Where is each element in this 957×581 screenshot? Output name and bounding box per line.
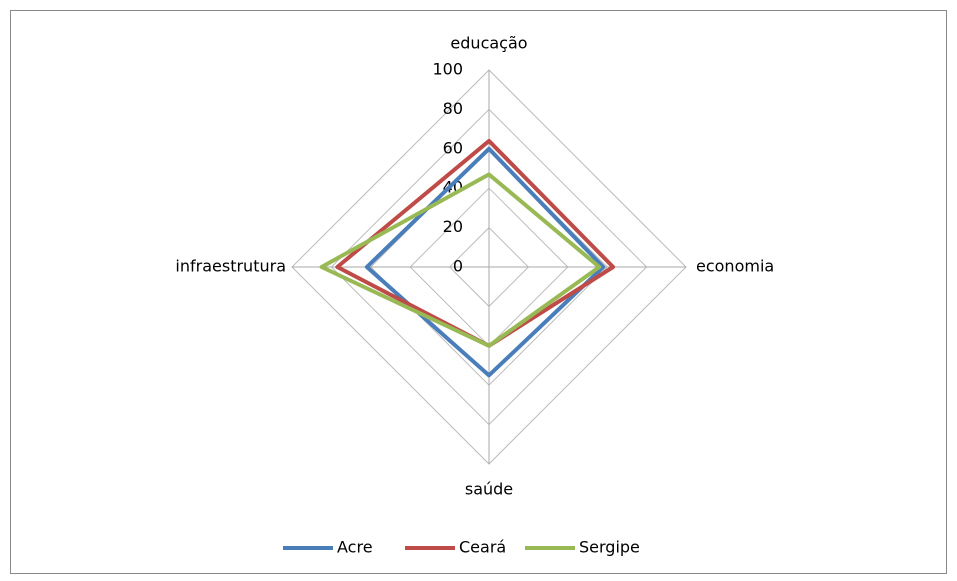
category-label: saúde: [465, 480, 513, 499]
series-line: [364, 146, 606, 378]
series-line: [319, 172, 602, 348]
category-label: educação: [450, 34, 527, 53]
legend-label: Sergipe: [579, 538, 640, 557]
r-tick-label: 60: [443, 138, 463, 157]
category-label: economia: [696, 257, 774, 276]
chart-frame: [10, 10, 947, 574]
r-tick-label: 80: [443, 99, 463, 118]
legend-label: Acre: [337, 538, 373, 557]
r-tick-label: 0: [453, 257, 463, 276]
r-tick-label: 100: [432, 60, 463, 79]
category-label: infraestrutura: [175, 257, 286, 276]
legend-label: Ceará: [459, 538, 506, 557]
r-tick-label: 20: [443, 217, 463, 236]
